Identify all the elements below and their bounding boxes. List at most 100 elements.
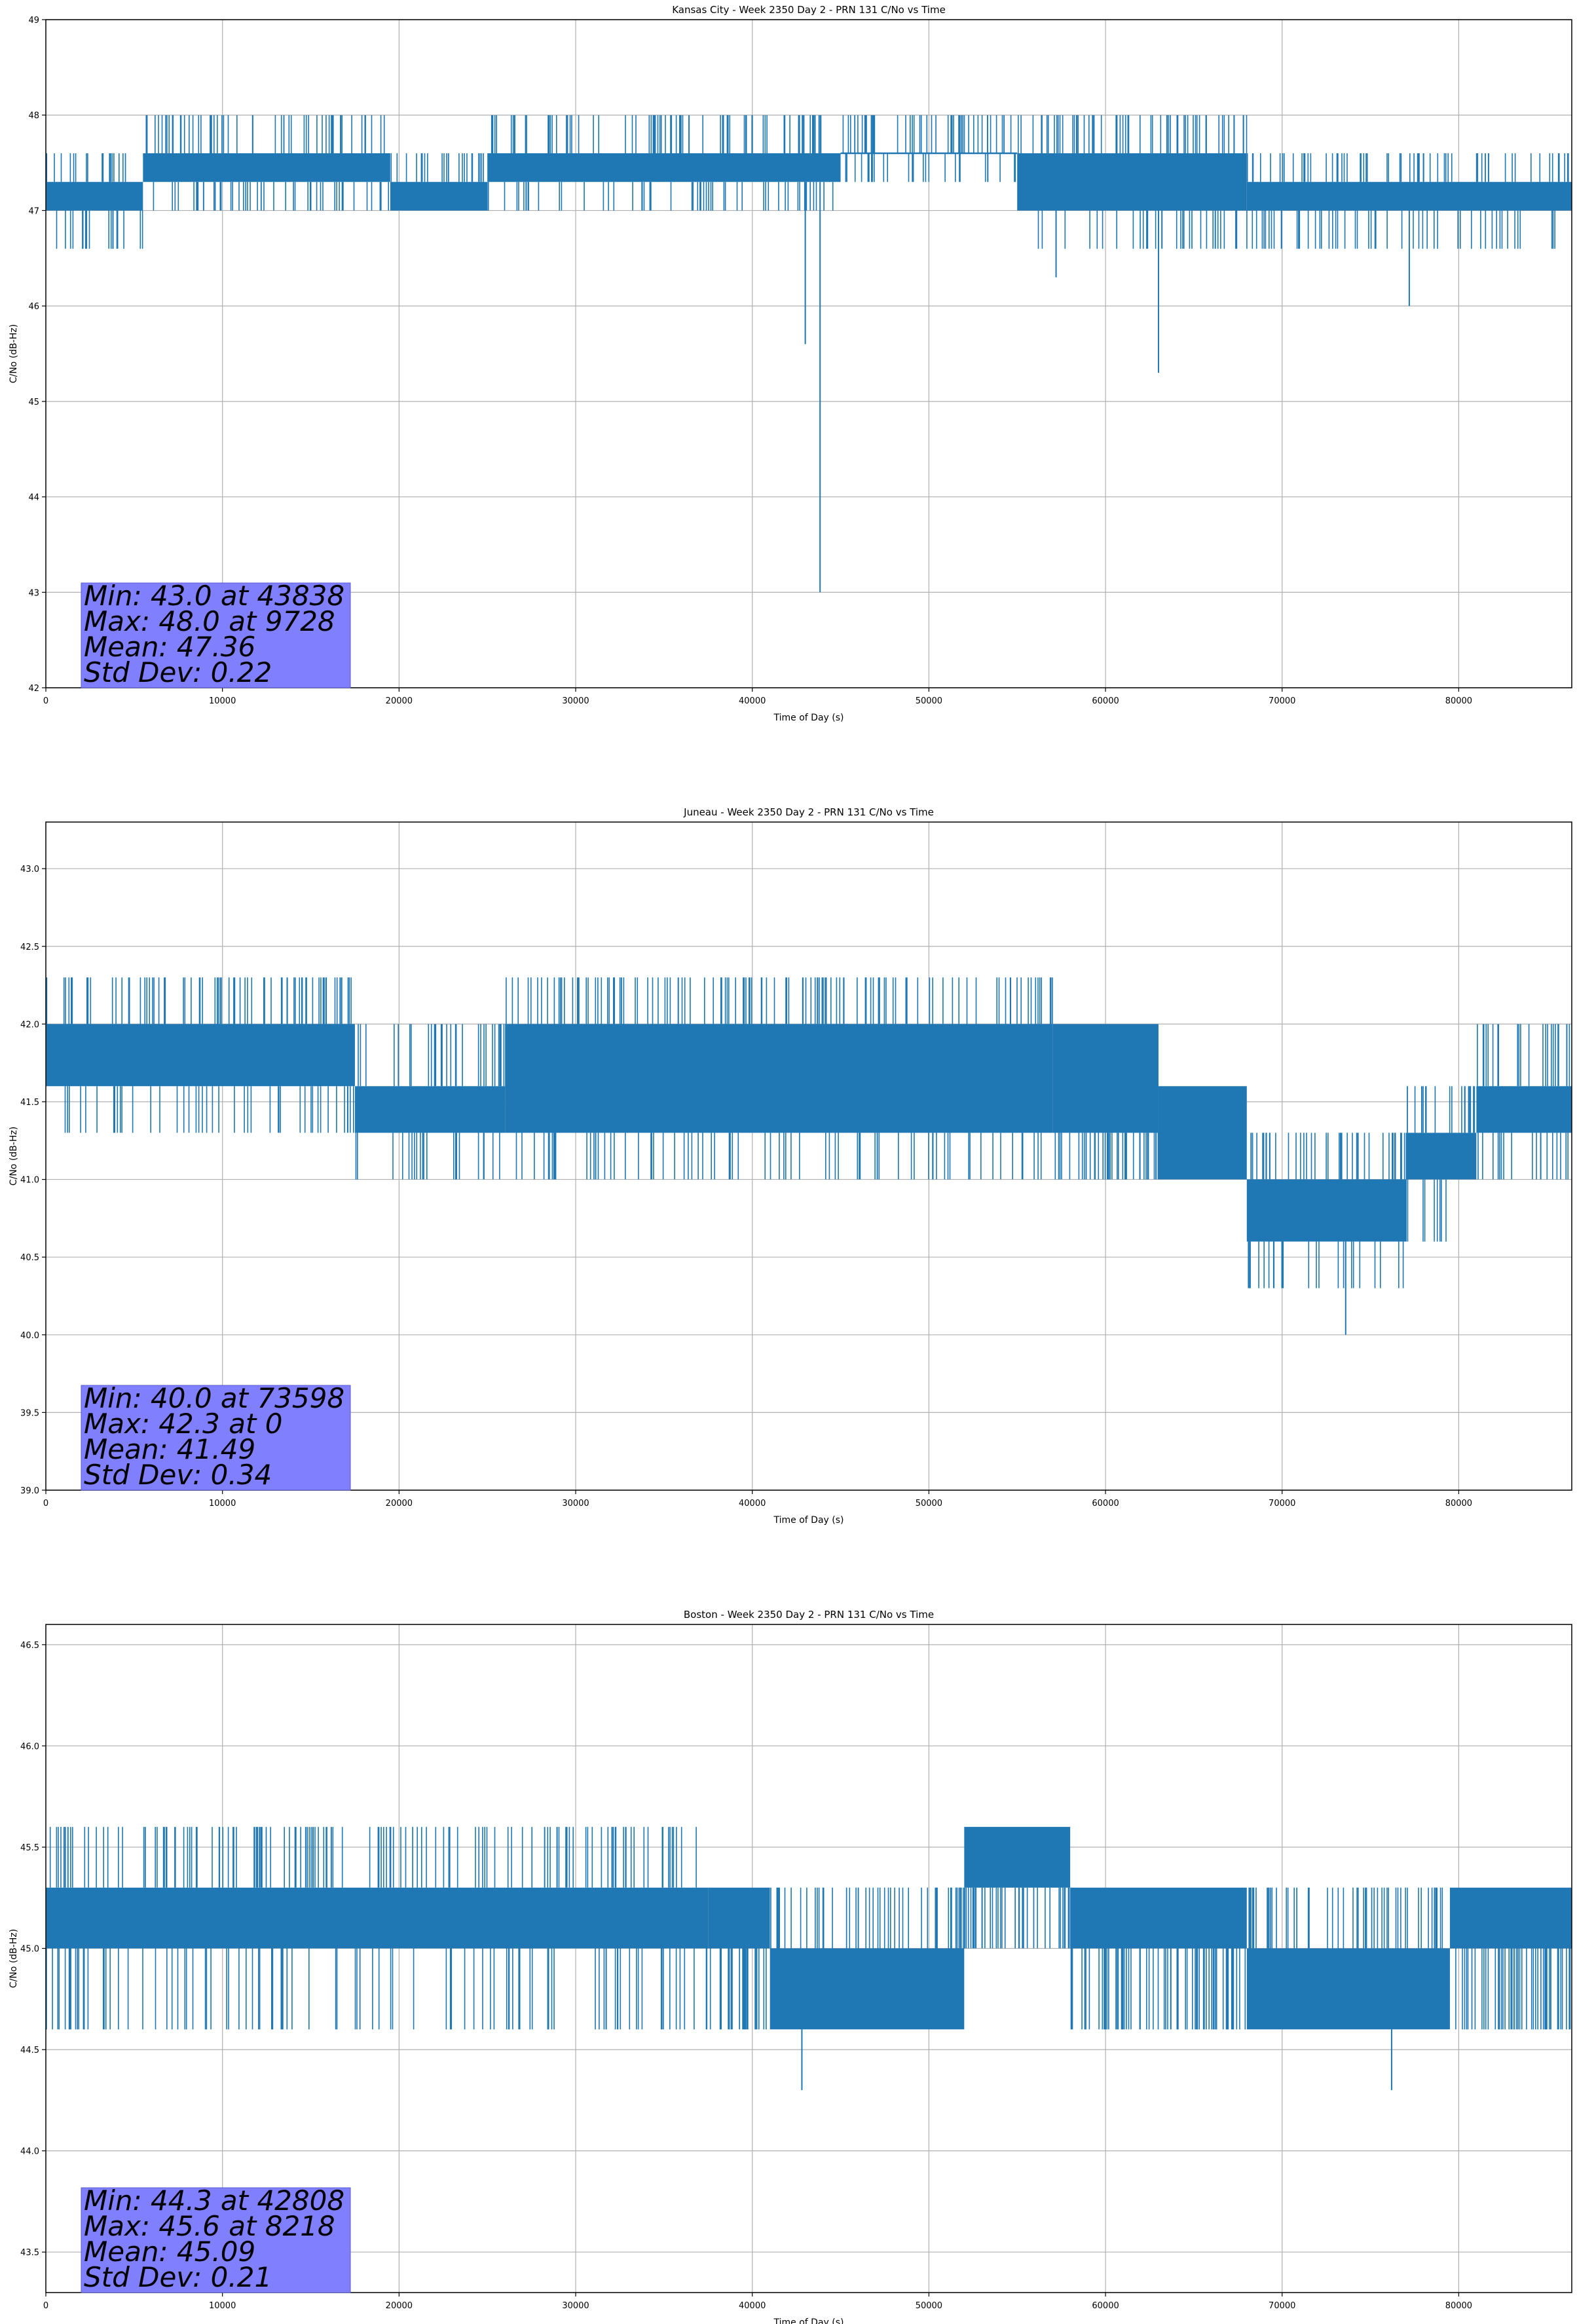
series-spikes [1248, 1887, 1443, 1949]
x-tick-label: 30000 [562, 1499, 589, 1509]
series-band [487, 153, 841, 182]
series-band [1070, 1887, 1247, 1949]
chart-2: Juneau - Week 2350 Day 2 - PRN 131 C/No … [9, 806, 1572, 1526]
series-spikes [355, 1024, 505, 1180]
x-axis-label: Time of Day (s) [773, 1515, 844, 1526]
x-tick-label: 0 [43, 696, 48, 706]
series-band [770, 1948, 965, 2030]
y-tick-label: 44 [28, 493, 39, 503]
y-axis: 42 43 44 45 46 47 48 49 C/No (dB-Hz) [9, 16, 46, 694]
series-spikes [1054, 1133, 1159, 1180]
series-band [354, 1086, 506, 1133]
series-band [1476, 1086, 1572, 1133]
series-segment [1017, 115, 1248, 249]
y-axis: 43.5 44.0 44.5 45.0 45.5 46.0 46.5 C/No (dB-Hz) [9, 1641, 46, 2258]
series-band [1405, 1133, 1477, 1180]
y-tick-label: 40.0 [20, 1331, 39, 1341]
y-tick-label: 42.5 [20, 943, 39, 952]
x-tick-label: 60000 [1092, 1499, 1119, 1509]
series-segment [1246, 1887, 1450, 2030]
y-tick-label: 41.0 [20, 1176, 39, 1186]
series-segment [1052, 1024, 1159, 1180]
stats-mean: Mean: 45.09 [84, 2236, 255, 2268]
chart-title: Kansas City - Week 2350 Day 2 - PRN 131 … [672, 4, 946, 16]
chart-title: Boston - Week 2350 Day 2 - PRN 131 C/No … [684, 1609, 934, 1621]
y-axis-label: C/No (dB-Hz) [9, 1929, 19, 1988]
stats-min: Min: 43.0 at 43838 [84, 580, 344, 612]
x-tick-label: 70000 [1269, 1499, 1295, 1509]
series-spikes [506, 977, 1053, 1180]
series-spikes [842, 115, 1016, 182]
y-tick-label: 45.0 [20, 1945, 39, 1955]
y-tick-label: 49 [28, 16, 39, 26]
series-band [1449, 1887, 1572, 1949]
y-tick-label: 46 [28, 302, 39, 312]
x-tick-label: 0 [43, 1499, 48, 1509]
stats-box-background [81, 1385, 351, 1491]
y-tick-label: 45 [28, 398, 39, 407]
y-tick-label: 43.5 [20, 2248, 39, 2258]
series-spikes [46, 977, 354, 1133]
series-band [46, 1024, 355, 1087]
series-segment [46, 977, 355, 1133]
y-tick-label: 43 [28, 588, 39, 598]
series-segment [1476, 1024, 1572, 1180]
series-segment [1246, 153, 1572, 249]
axes-frame [45, 1624, 1572, 2293]
y-tick-label: 42 [28, 684, 39, 694]
y-axis-label: C/No (dB-Hz) [9, 324, 19, 383]
cno-series [46, 115, 1572, 593]
series-band [143, 153, 390, 182]
series-band [1246, 181, 1572, 211]
x-tick-label: 0 [43, 2301, 48, 2311]
series-segment [354, 1024, 506, 1180]
stats-min: Min: 40.0 at 73598 [84, 1382, 344, 1414]
y-tick-label: 46.5 [20, 1641, 39, 1651]
series-spikes [709, 1948, 767, 2030]
x-tick-label: 80000 [1445, 2301, 1472, 2311]
x-tick-label: 80000 [1445, 1499, 1472, 1509]
x-axis: 0 10000 20000 30000 40000 50000 60000 70000 8000… [43, 2293, 1472, 2324]
series-segment [1449, 1887, 1572, 2030]
x-axis: 0 10000 20000 30000 40000 50000 60000 70000 8000… [43, 688, 1472, 723]
x-tick-label: 10000 [209, 696, 236, 706]
y-tick-label: 43.0 [20, 865, 39, 874]
x-axis-label: Time of Day (s) [773, 713, 844, 723]
x-tick-label: 60000 [1092, 696, 1119, 706]
series-band [1246, 1179, 1406, 1242]
chart-1: Kansas City - Week 2350 Day 2 - PRN 131 … [9, 4, 1572, 723]
series-segment [1070, 1887, 1247, 2030]
series-segment [1246, 1133, 1406, 1288]
series-segment [708, 1887, 770, 2030]
series-band [390, 181, 488, 211]
cno-series [46, 977, 1572, 1335]
series-band [1158, 1086, 1247, 1180]
series-band [1017, 153, 1247, 211]
series-spikes [390, 153, 484, 182]
x-tick-label: 30000 [562, 2301, 589, 2311]
axes-frame [45, 19, 1572, 688]
series-spikes [1477, 1024, 1570, 1180]
y-tick-label: 39.5 [20, 1408, 39, 1418]
series-band [1052, 1024, 1159, 1133]
stats-min: Min: 44.3 at 42808 [84, 2184, 344, 2217]
x-tick-label: 70000 [1269, 696, 1295, 706]
y-tick-label: 39.0 [20, 1486, 39, 1496]
x-tick-label: 20000 [386, 1499, 413, 1509]
series-band [46, 181, 143, 211]
series-spikes [487, 115, 834, 211]
y-axis-label: C/No (dB-Hz) [9, 1127, 19, 1186]
x-tick-label: 10000 [209, 1499, 236, 1509]
x-tick-label: 30000 [562, 696, 589, 706]
stats-box-background [81, 582, 351, 688]
stats-std: Std Dev: 0.34 [84, 1459, 272, 1491]
series-spikes [1070, 1948, 1246, 2030]
x-tick-label: 50000 [916, 1499, 942, 1509]
series-segment [143, 115, 390, 211]
axes-frame [45, 821, 1572, 1491]
series-band [505, 1024, 1053, 1133]
x-tick-label: 60000 [1092, 2301, 1119, 2311]
